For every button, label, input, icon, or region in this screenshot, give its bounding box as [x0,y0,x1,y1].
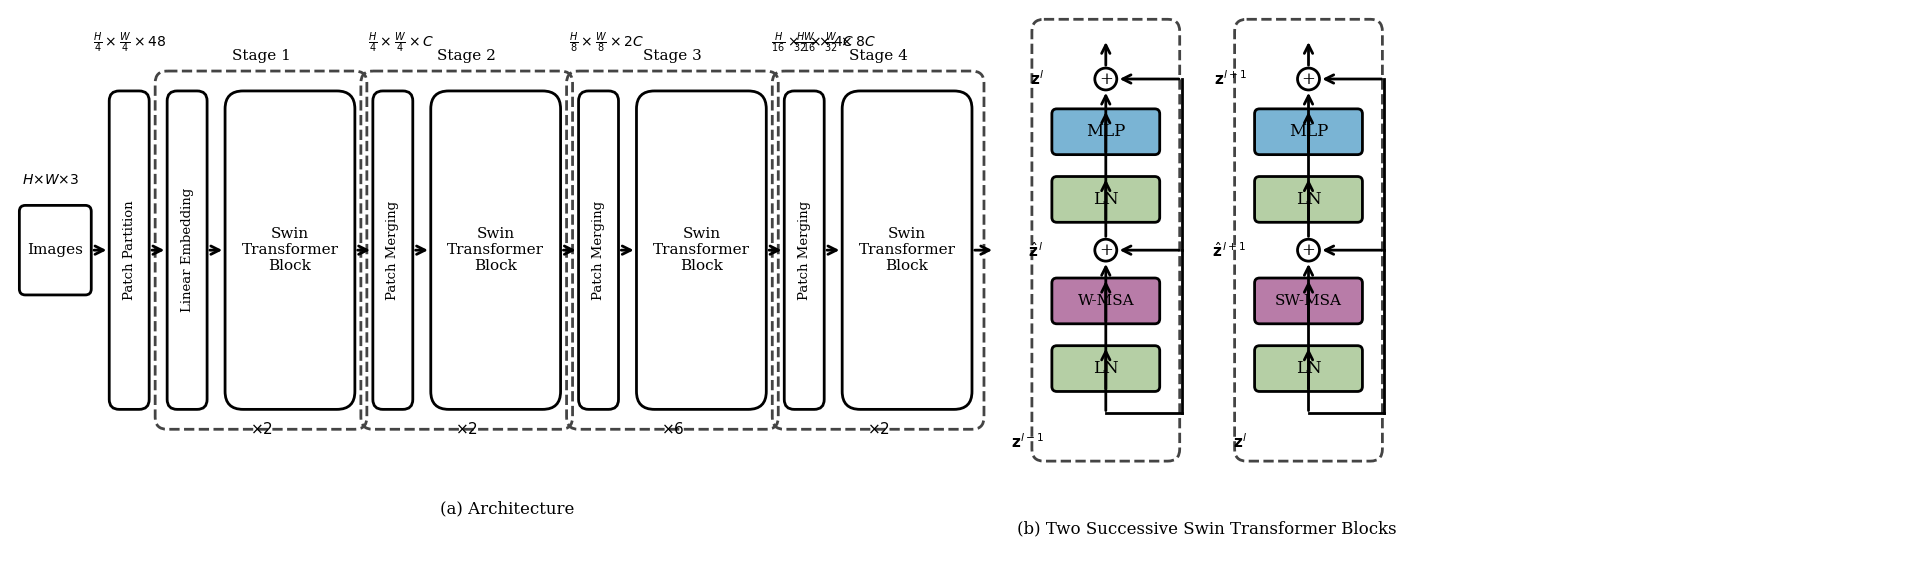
Circle shape [1297,239,1318,261]
FancyBboxPatch shape [1052,346,1160,392]
Text: LN: LN [1092,191,1117,208]
Text: Patch Merging: Patch Merging [386,201,400,299]
Text: $\times6$: $\times6$ [660,421,683,437]
Text: $H{\times}W{\times}3$: $H{\times}W{\times}3$ [21,173,79,188]
FancyBboxPatch shape [1254,346,1363,392]
Text: (b) Two Successive Swin Transformer Blocks: (b) Two Successive Swin Transformer Bloc… [1017,520,1395,537]
Text: (a) Architecture: (a) Architecture [440,501,573,518]
Text: Swin
Transformer
Block: Swin Transformer Block [241,227,338,273]
Text: MLP: MLP [1085,123,1125,140]
FancyBboxPatch shape [637,91,766,410]
Text: Patch Merging: Patch Merging [593,201,604,299]
Text: Linear Embedding: Linear Embedding [181,188,193,312]
FancyBboxPatch shape [1052,278,1160,324]
Text: +: + [1301,242,1314,259]
FancyBboxPatch shape [1254,176,1363,222]
Text: $\frac{H}{4}\times\frac{W}{4}\times48$: $\frac{H}{4}\times\frac{W}{4}\times48$ [93,31,166,55]
FancyBboxPatch shape [1254,109,1363,155]
FancyBboxPatch shape [1254,278,1363,324]
Text: $\mathbf{z}^{l-1}$: $\mathbf{z}^{l-1}$ [1011,432,1044,450]
FancyBboxPatch shape [1052,176,1160,222]
Text: Stage 1: Stage 1 [232,49,290,63]
Text: Stage 2: Stage 2 [436,49,496,63]
FancyBboxPatch shape [19,206,91,295]
FancyBboxPatch shape [784,91,824,410]
Text: $\mathbf{z}^{l}$: $\mathbf{z}^{l}$ [1231,432,1247,450]
FancyBboxPatch shape [841,91,971,410]
Text: LN: LN [1295,191,1320,208]
Text: Patch Merging: Patch Merging [797,201,811,299]
Text: Swin
Transformer
Block: Swin Transformer Block [652,227,749,273]
Circle shape [1094,68,1116,90]
FancyBboxPatch shape [430,91,560,410]
Text: $\frac{H}{32}\times\frac{W}{32}\times8C$: $\frac{H}{32}\times\frac{W}{32}\times8C$ [793,31,874,55]
Circle shape [1297,68,1318,90]
Text: W-MSA: W-MSA [1077,294,1133,308]
FancyBboxPatch shape [579,91,618,410]
FancyBboxPatch shape [372,91,413,410]
Text: $\frac{H}{4}\times\frac{W}{4}\times C$: $\frac{H}{4}\times\frac{W}{4}\times C$ [367,31,434,55]
FancyBboxPatch shape [226,91,355,410]
Text: $\mathbf{z}^{l+1}$: $\mathbf{z}^{l+1}$ [1214,69,1247,88]
Text: +: + [1301,71,1314,88]
Text: +: + [1098,242,1112,259]
Text: MLP: MLP [1287,123,1328,140]
Text: $\times2$: $\times2$ [867,421,890,437]
Circle shape [1094,239,1116,261]
Text: Swin
Transformer
Block: Swin Transformer Block [859,227,955,273]
Text: $\times2$: $\times2$ [249,421,272,437]
Text: $\frac{H}{8}\times\frac{W}{8}\times2C$: $\frac{H}{8}\times\frac{W}{8}\times2C$ [569,31,643,55]
Text: +: + [1098,71,1112,88]
Text: Stage 3: Stage 3 [643,49,701,63]
Text: Swin
Transformer
Block: Swin Transformer Block [448,227,544,273]
Text: SW-MSA: SW-MSA [1274,294,1341,308]
FancyBboxPatch shape [1052,109,1160,155]
Text: Patch Partition: Patch Partition [124,201,135,300]
Text: $\times2$: $\times2$ [455,421,479,437]
FancyBboxPatch shape [110,91,149,410]
Text: LN: LN [1295,360,1320,377]
Text: $\mathbf{z}^{l}$: $\mathbf{z}^{l}$ [1029,69,1044,88]
Text: LN: LN [1092,360,1117,377]
Text: Images: Images [27,243,83,257]
Text: $\frac{H}{16}\times\frac{W}{16}\times4C$: $\frac{H}{16}\times\frac{W}{16}\times4C$ [770,31,853,55]
Text: $\hat{\mathbf{z}}^{\,l+1}$: $\hat{\mathbf{z}}^{\,l+1}$ [1212,241,1247,259]
Text: Stage 4: Stage 4 [849,49,907,63]
Text: $\hat{\mathbf{z}}^{\,l}$: $\hat{\mathbf{z}}^{\,l}$ [1027,241,1044,259]
FancyBboxPatch shape [168,91,207,410]
